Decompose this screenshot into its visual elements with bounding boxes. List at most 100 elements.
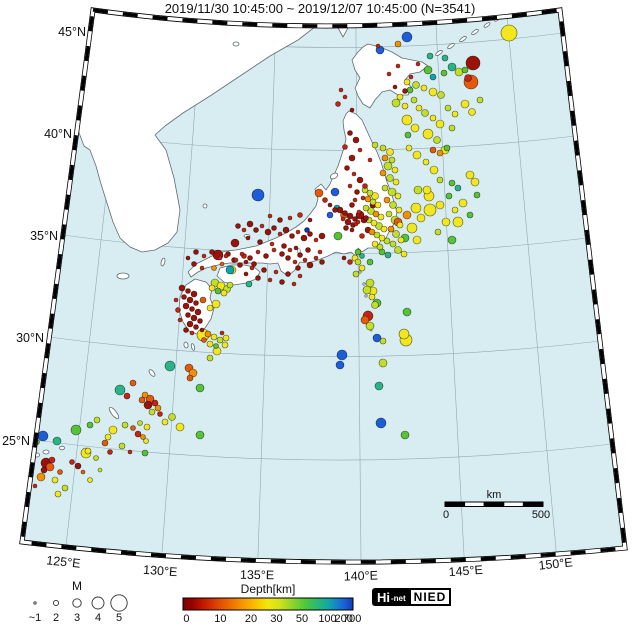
- depth-tick-label: 30: [270, 613, 282, 625]
- earthquake-marker: [391, 166, 399, 174]
- earthquake-marker: [383, 237, 391, 245]
- earthquake-marker: [363, 215, 369, 221]
- earthquake-marker: [127, 449, 133, 455]
- earthquake-marker: [206, 354, 214, 362]
- earthquake-marker: [396, 93, 404, 101]
- earthquake-marker: [397, 236, 405, 244]
- earthquake-marker: [273, 269, 279, 275]
- earthquake-marker: [460, 99, 470, 109]
- earthquake-marker: [465, 170, 475, 180]
- earthquake-marker: [322, 197, 328, 203]
- earthquake-marker: [408, 74, 414, 80]
- earthquake-marker: [443, 144, 451, 152]
- earthquake-marker: [245, 280, 253, 288]
- map-frame: [19, 7, 628, 565]
- earthquake-marker: [346, 212, 354, 220]
- earthquake-marker: [358, 264, 366, 272]
- earthquake-marker: [374, 381, 384, 391]
- island-kuril-3: [459, 35, 467, 43]
- earthquake-marker: [204, 330, 212, 338]
- depth-tick-label: 700: [343, 613, 361, 625]
- earthquake-marker: [360, 195, 366, 201]
- earthquake-marker: [104, 433, 112, 441]
- earthquake-marker: [23, 454, 29, 460]
- earthquake-marker: [500, 24, 518, 42]
- earthquake-marker: [401, 102, 409, 110]
- earthquake-marker: [45, 462, 55, 472]
- earthquake-marker: [429, 146, 437, 154]
- graticule-labels: 45°N 40°N 35°N 30°N 25°N 125°E 130°E 135°E 140°E…: [2, 25, 573, 584]
- earthquake-marker: [287, 215, 293, 221]
- earthquake-marker: [435, 200, 445, 210]
- longitude-label: 140°E: [344, 568, 379, 583]
- earthquake-marker: [70, 424, 82, 436]
- earthquake-marker: [400, 250, 408, 258]
- earthquake-marker: [352, 197, 358, 203]
- earthquake-marker: [97, 467, 103, 473]
- earthquake-marker: [381, 154, 389, 162]
- hinet-nied-logo: Hi -net NIED: [372, 588, 452, 606]
- nied-logo-part: NIED: [408, 588, 452, 606]
- earthquake-marker: [313, 237, 319, 243]
- earthquake-marker: [445, 192, 453, 200]
- island-small: [232, 41, 240, 47]
- earthquake-marker: [239, 251, 245, 257]
- earthquake-marker: [191, 261, 197, 267]
- earthquake-marker: [93, 455, 99, 461]
- earthquake-marker: [101, 439, 109, 447]
- earthquake-marker: [348, 154, 356, 162]
- island-izu-2: [362, 282, 366, 286]
- earthquake-marker: [389, 201, 397, 209]
- earthquake-marker: [201, 337, 207, 343]
- island-okinawa: [108, 406, 120, 420]
- earthquake-marker: [392, 178, 400, 186]
- earthquake-marker: [157, 411, 163, 417]
- earthquake-marker: [199, 296, 207, 304]
- earthquake-marker: [335, 360, 345, 370]
- earthquake-marker: [394, 246, 402, 254]
- earthquake-marker: [362, 183, 368, 189]
- earthquake-marker: [402, 210, 412, 220]
- earthquake-marker: [307, 217, 313, 223]
- earthquake-marker: [379, 337, 387, 345]
- earthquake-marker: [173, 297, 179, 303]
- scale-bar-end: 500: [532, 509, 550, 521]
- earthquake-marker: [178, 284, 186, 292]
- earthquake-marker: [465, 55, 481, 71]
- earthquake-marker: [190, 314, 198, 322]
- sea: [22, 10, 625, 563]
- earthquake-marker: [300, 234, 308, 242]
- island-izu-3: [364, 294, 368, 298]
- earthquake-marker: [114, 384, 126, 396]
- earthquake-marker: [466, 211, 474, 219]
- earthquake-marker: [387, 187, 397, 197]
- earthquake-marker: [241, 227, 247, 233]
- earthquake-marker: [403, 78, 411, 86]
- earthquake-marker: [285, 255, 291, 261]
- earthquake-marker: [141, 449, 149, 457]
- earthquake-marker: [336, 349, 348, 361]
- earthquake-marker: [193, 300, 199, 306]
- earthquake-marker: [342, 144, 348, 150]
- earthquake-marker: [344, 165, 350, 171]
- earthquake-marker: [452, 216, 464, 228]
- earthquake-marker: [426, 52, 434, 60]
- earthquake-marker: [470, 177, 480, 187]
- earthquake-marker: [343, 225, 349, 231]
- earthquake-marker: [352, 270, 360, 278]
- earthquake-marker: [441, 217, 451, 227]
- earthquake-marker: [473, 191, 481, 199]
- latitude-label: 40°N: [44, 127, 72, 141]
- earthquake-marker: [222, 334, 230, 342]
- earthquake-marker: [37, 430, 49, 442]
- earthquake-marker: [211, 265, 217, 271]
- earthquake-marker: [263, 253, 269, 259]
- earthquake-marker: [441, 54, 449, 62]
- earthquake-marker: [451, 206, 459, 214]
- earthquake-marker: [368, 293, 376, 301]
- earthquake-marker: [416, 213, 426, 223]
- island-tsushima: [160, 257, 166, 267]
